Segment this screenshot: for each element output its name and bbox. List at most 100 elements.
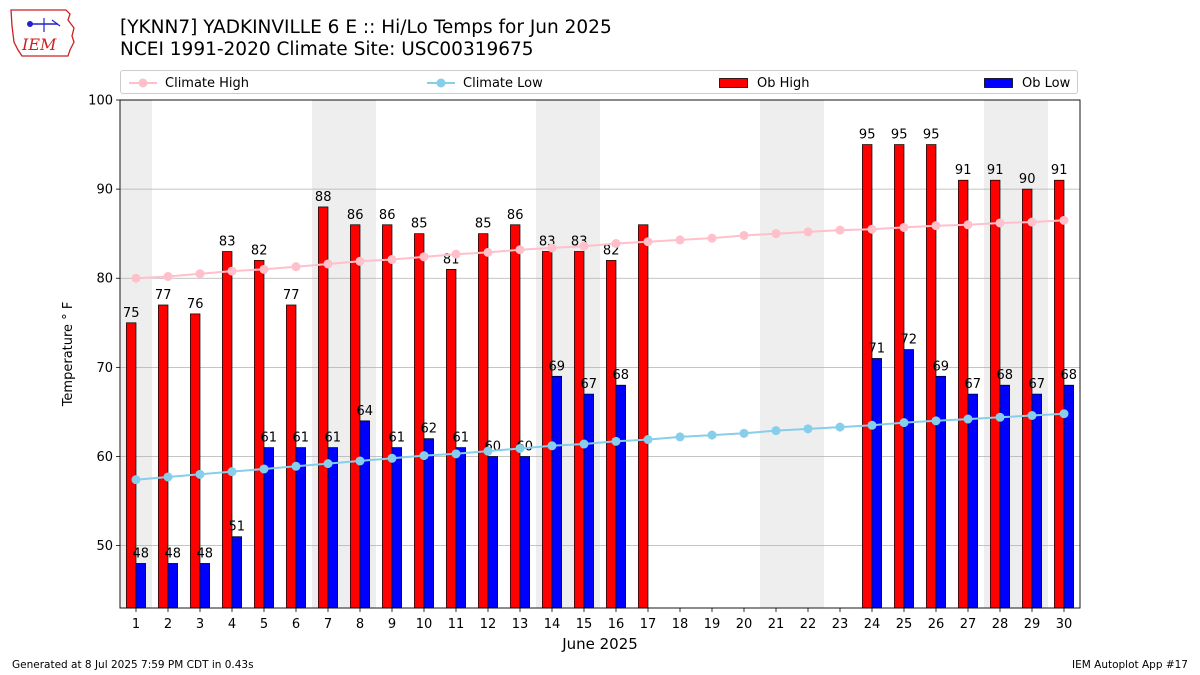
x-tick-label-24: 24 xyxy=(864,617,881,632)
ob-high-bar-1 xyxy=(126,322,137,609)
legend-climate-high-marker xyxy=(129,78,157,88)
ob-low-bar-30 xyxy=(1063,384,1074,609)
ob-low-bar-8 xyxy=(359,420,370,609)
x-tick-label-16: 16 xyxy=(608,617,625,632)
x-axis-label: June 2025 xyxy=(561,635,638,653)
climate-low-point-23 xyxy=(835,422,845,432)
legend-ob-low: Ob Low xyxy=(984,74,1070,92)
ob-low-bar-27 xyxy=(967,393,978,609)
ob-high-label-8: 86 xyxy=(347,208,364,223)
ob-low-label-28: 68 xyxy=(997,368,1014,383)
ob-high-bar-12 xyxy=(478,233,489,609)
ob-low-label-27: 67 xyxy=(965,377,982,392)
generated-note: Generated at 8 Jul 2025 7:59 PM CDT in 0… xyxy=(12,659,254,671)
x-tick-label-22: 22 xyxy=(800,617,817,632)
climate-low-point-28 xyxy=(995,412,1005,422)
climate-high-point-3 xyxy=(195,269,205,279)
climate-low-point-14 xyxy=(547,441,557,451)
ob-high-label-4: 83 xyxy=(219,235,236,250)
x-tick-label-17: 17 xyxy=(640,617,657,632)
ob-low-bar-16 xyxy=(615,384,626,609)
ob-low-label-26: 69 xyxy=(933,359,950,374)
ob-low-bar-6 xyxy=(295,447,306,609)
ob-low-bar-24 xyxy=(871,358,882,609)
climate-low-point-5 xyxy=(259,464,269,474)
legend-climate-low-label: Climate Low xyxy=(463,75,543,91)
climate-low-point-2 xyxy=(163,472,173,482)
ob-low-bar-15 xyxy=(583,393,594,609)
climate-low-point-24 xyxy=(867,420,877,430)
climate-low-point-17 xyxy=(643,435,653,445)
x-tick-label-25: 25 xyxy=(896,617,913,632)
ob-high-bar-16 xyxy=(606,260,617,609)
ob-low-bar-3 xyxy=(199,563,210,609)
ob-high-label-25: 95 xyxy=(891,128,908,143)
climate-high-point-2 xyxy=(163,271,173,281)
x-tick-label-28: 28 xyxy=(992,617,1009,632)
climate-high-point-9 xyxy=(387,255,397,265)
ob-low-label-5: 61 xyxy=(261,431,278,446)
y-tick-label-70: 70 xyxy=(96,361,113,376)
ob-high-bar-25 xyxy=(894,144,905,609)
x-tick-label-11: 11 xyxy=(448,617,465,632)
y-tick-label-80: 80 xyxy=(96,272,113,287)
y-axis-label: Temperature ° F xyxy=(61,302,76,408)
ob-high-bar-15 xyxy=(574,251,585,609)
ob-high-bar-4 xyxy=(222,251,233,609)
climate-low-point-1 xyxy=(131,475,141,485)
x-tick-label-7: 7 xyxy=(324,617,332,632)
legend-climate-high: Climate High xyxy=(129,74,249,92)
climate-low-point-4 xyxy=(227,467,237,477)
ob-low-label-15: 67 xyxy=(581,377,598,392)
climate-high-point-14 xyxy=(547,243,557,253)
climate-low-point-19 xyxy=(707,430,717,440)
weekend-shade-3 xyxy=(760,100,824,608)
x-tick-label-23: 23 xyxy=(832,617,849,632)
ob-high-bar-30 xyxy=(1054,179,1065,609)
x-tick-label-3: 3 xyxy=(196,617,204,632)
ob-low-label-3: 48 xyxy=(197,546,214,561)
ob-high-bar-24 xyxy=(862,144,873,609)
ob-low-label-14: 69 xyxy=(549,359,566,374)
plot-frame xyxy=(119,99,1081,609)
ob-high-label-3: 76 xyxy=(187,297,204,312)
legend-ob-low-label: Ob Low xyxy=(1022,75,1071,91)
climate-low-point-10 xyxy=(419,451,429,461)
ob-low-label-10: 62 xyxy=(421,422,438,437)
y-tick-label-100: 100 xyxy=(88,94,113,109)
climate-high-point-27 xyxy=(963,220,973,230)
title-line2: NCEI 1991-2020 Climate Site: USC00319675 xyxy=(120,39,534,60)
climate-low-line xyxy=(135,412,1065,481)
x-tick-label-1: 1 xyxy=(132,617,140,632)
climate-low-point-27 xyxy=(963,414,973,424)
climate-high-point-10 xyxy=(419,252,429,262)
ob-high-label-12: 85 xyxy=(475,217,492,232)
ob-low-label-11: 61 xyxy=(453,431,470,446)
ob-low-label-7: 61 xyxy=(325,431,342,446)
climate-high-point-13 xyxy=(515,245,525,255)
climate-low-point-21 xyxy=(771,426,781,436)
iem-logo: IEM xyxy=(10,9,75,57)
x-tick-label-27: 27 xyxy=(960,617,977,632)
climate-low-point-6 xyxy=(291,461,301,471)
legend-ob-high: Ob High xyxy=(719,74,810,92)
y-tick-label-50: 50 xyxy=(96,539,113,554)
ob-high-label-9: 86 xyxy=(379,208,396,223)
climate-high-point-12 xyxy=(483,247,493,257)
ob-low-label-29: 67 xyxy=(1029,377,1046,392)
x-tick-label-5: 5 xyxy=(260,617,268,632)
x-tick-label-15: 15 xyxy=(576,617,593,632)
climate-low-point-15 xyxy=(579,439,589,449)
climate-high-point-25 xyxy=(899,222,909,232)
ob-low-label-2: 48 xyxy=(165,546,182,561)
climate-high-point-16 xyxy=(611,238,621,248)
ob-high-bar-29 xyxy=(1022,188,1033,609)
x-tick-label-30: 30 xyxy=(1056,617,1073,632)
ob-high-label-5: 82 xyxy=(251,243,268,258)
climate-low-point-12 xyxy=(483,446,493,456)
ob-low-label-24: 71 xyxy=(869,341,886,356)
climate-high-point-23 xyxy=(835,225,845,235)
climate-low-point-18 xyxy=(675,432,685,442)
ob-low-label-6: 61 xyxy=(293,431,310,446)
